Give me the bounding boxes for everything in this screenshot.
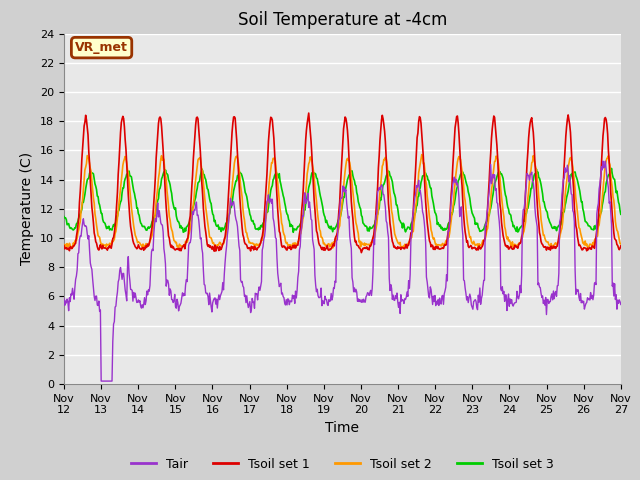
Tsoil set 2 <box>418 152 426 157</box>
Tsoil set 1 <box>214 244 221 250</box>
Tsoil set 2 <box>617 241 625 247</box>
Tsoil set 2 <box>214 242 222 248</box>
Tsoil set 1 <box>412 167 419 172</box>
Tsoil set 3 <box>184 223 192 228</box>
Tsoil set 3 <box>60 214 68 219</box>
Tsoil set 1 <box>184 235 192 240</box>
Tair <box>97 378 105 384</box>
Legend: Tair, Tsoil set 1, Tsoil set 2, Tsoil set 3: Tair, Tsoil set 1, Tsoil set 2, Tsoil se… <box>126 453 559 476</box>
Tair <box>70 296 78 302</box>
Tsoil set 1 <box>60 243 68 249</box>
Tair <box>128 288 136 293</box>
Tsoil set 1 <box>127 228 135 234</box>
Tsoil set 1 <box>428 242 436 248</box>
Tsoil set 3 <box>607 166 615 171</box>
Tsoil set 1 <box>358 250 365 255</box>
Line: Tsoil set 2: Tsoil set 2 <box>64 155 621 248</box>
Line: Tsoil set 1: Tsoil set 1 <box>64 113 621 252</box>
Tair <box>411 195 419 201</box>
Tair <box>617 301 625 307</box>
Tair <box>185 242 193 248</box>
Tsoil set 2 <box>185 232 193 238</box>
Tsoil set 3 <box>289 229 297 235</box>
Tsoil set 2 <box>140 245 148 251</box>
Title: Soil Temperature at -4cm: Soil Temperature at -4cm <box>237 11 447 29</box>
Tsoil set 3 <box>617 211 625 217</box>
Tsoil set 1 <box>617 243 625 249</box>
Tair <box>214 297 222 302</box>
Tsoil set 3 <box>428 185 435 191</box>
Line: Tsoil set 3: Tsoil set 3 <box>64 168 621 232</box>
Tsoil set 3 <box>411 211 419 217</box>
Tair <box>599 158 607 164</box>
Tsoil set 1 <box>305 110 312 116</box>
Tsoil set 3 <box>127 174 135 180</box>
Tsoil set 2 <box>127 204 135 210</box>
Text: VR_met: VR_met <box>75 41 128 54</box>
Tsoil set 2 <box>60 242 68 248</box>
Tsoil set 3 <box>214 223 221 229</box>
Tair <box>60 296 68 301</box>
Tsoil set 1 <box>70 243 78 249</box>
X-axis label: Time: Time <box>325 421 360 435</box>
Tsoil set 2 <box>411 214 419 220</box>
Line: Tair: Tair <box>64 161 621 381</box>
Tair <box>428 287 435 292</box>
Tsoil set 3 <box>70 227 78 232</box>
Tsoil set 2 <box>428 229 436 235</box>
Tsoil set 2 <box>70 242 78 248</box>
Y-axis label: Temperature (C): Temperature (C) <box>20 152 35 265</box>
